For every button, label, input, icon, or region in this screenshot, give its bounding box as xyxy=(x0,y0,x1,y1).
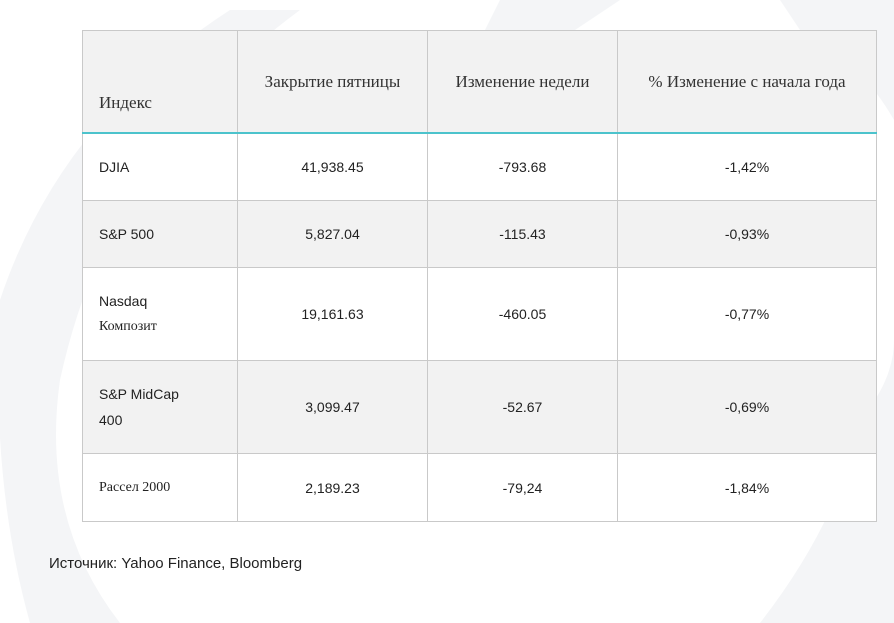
table-row: S&P MidCap 400 3,099.47 -52.67 -0,69% xyxy=(82,360,877,454)
row-close: 41,938.45 xyxy=(237,132,428,201)
background-stroke-right xyxy=(780,0,894,120)
row-name: Рассел 2000 xyxy=(82,453,238,522)
row-name-line1: Nasdaq xyxy=(99,293,148,309)
row-close: 3,099.47 xyxy=(237,360,428,454)
table-row: DJIA 41,938.45 -793.68 -1,42% xyxy=(82,132,877,201)
row-name: DJIA xyxy=(82,132,238,201)
header-friday-close: Закрытие пятницы xyxy=(237,30,428,134)
background-stroke-left xyxy=(0,10,300,623)
row-week-change: -793.68 xyxy=(427,132,618,201)
row-ytd-change: -0,69% xyxy=(617,360,877,454)
row-name-line2: 400 xyxy=(99,412,123,428)
header-ytd-change: % Изменение с начала года xyxy=(617,30,877,134)
row-ytd-change: -1,84% xyxy=(617,453,877,522)
row-ytd-change: -0,77% xyxy=(617,267,877,361)
index-table: Индекс Закрытие пятницы Изменение недели… xyxy=(82,30,877,522)
table-row: Рассел 2000 2,189.23 -79,24 -1,84% xyxy=(82,453,877,522)
row-week-change: -79,24 xyxy=(427,453,618,522)
row-name: S&P 500 xyxy=(82,200,238,268)
row-close: 19,161.63 xyxy=(237,267,428,361)
row-ytd-change: -1,42% xyxy=(617,132,877,201)
row-close: 5,827.04 xyxy=(237,200,428,268)
row-name-line1: S&P MidCap xyxy=(99,386,179,402)
header-index: Индекс xyxy=(82,30,238,134)
row-close: 2,189.23 xyxy=(237,453,428,522)
background-stroke-bottom-right xyxy=(760,340,894,623)
table-header-row: Индекс Закрытие пятницы Изменение недели… xyxy=(82,30,877,134)
table-row: Nasdaq Композит 19,161.63 -460.05 -0,77% xyxy=(82,267,877,361)
background-stroke-top xyxy=(480,0,620,40)
header-week-change: Изменение недели xyxy=(427,30,618,134)
row-ytd-change: -0,93% xyxy=(617,200,877,268)
row-week-change: -115.43 xyxy=(427,200,618,268)
row-week-change: -460.05 xyxy=(427,267,618,361)
row-name-line2: Композит xyxy=(99,319,157,334)
table-row: S&P 500 5,827.04 -115.43 -0,93% xyxy=(82,200,877,268)
row-name: S&P MidCap 400 xyxy=(82,360,238,454)
index-table-container: Индекс Закрытие пятницы Изменение недели… xyxy=(82,30,877,522)
row-name: Nasdaq Композит xyxy=(82,267,238,361)
row-week-change: -52.67 xyxy=(427,360,618,454)
source-note: Источник: Yahoo Finance, Bloomberg xyxy=(49,555,303,572)
